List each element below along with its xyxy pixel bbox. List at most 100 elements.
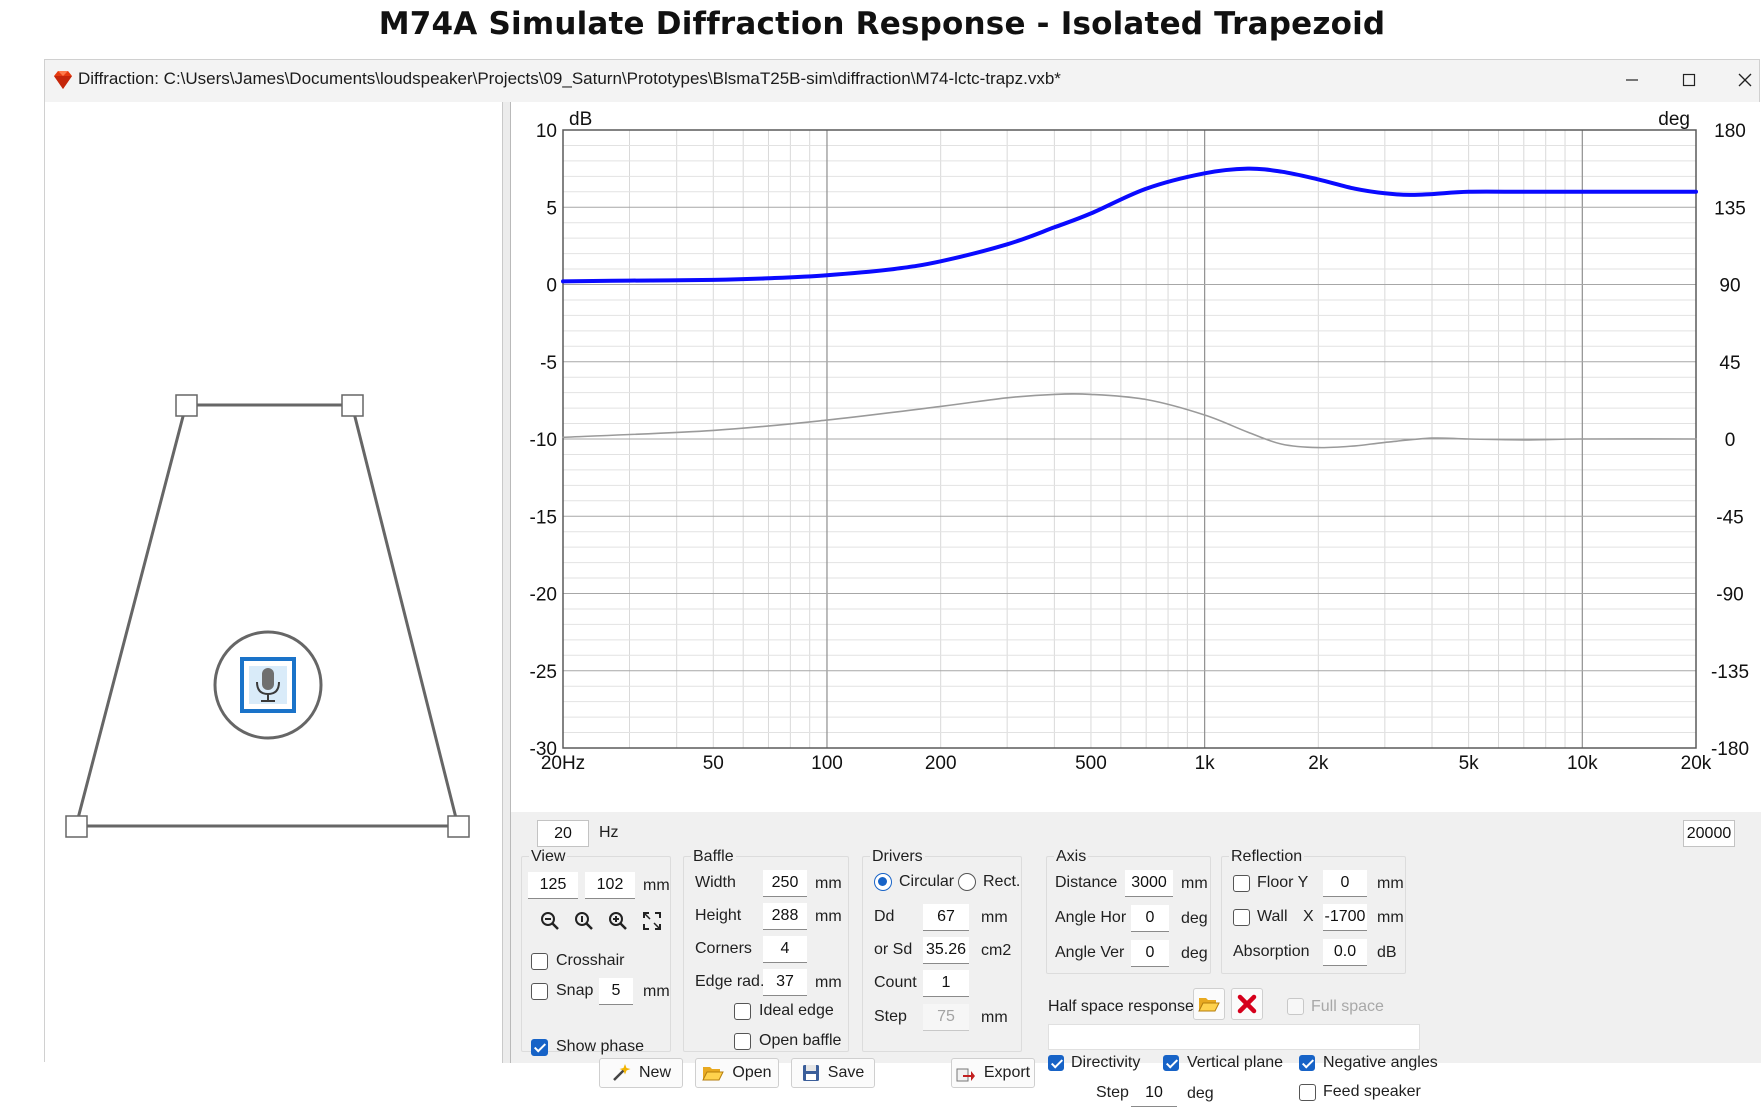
y2-tick-label: 135	[1714, 198, 1746, 219]
distance-input[interactable]	[1125, 870, 1173, 897]
angle-ver-input[interactable]	[1131, 940, 1169, 967]
y2-tick-label: -180	[1711, 739, 1749, 760]
angle-ver-label: Angle Ver	[1055, 944, 1125, 961]
view-group	[521, 856, 671, 1052]
zoom-in-button[interactable]	[605, 908, 631, 934]
x-tick-label: 50	[703, 753, 724, 774]
rect-label: Rect.	[983, 873, 1021, 890]
export-button-label: Export	[983, 1064, 1031, 1081]
zoom-out-button[interactable]	[537, 908, 563, 934]
full-space-checkbox[interactable]	[1287, 998, 1304, 1015]
y-tick-label: -10	[530, 430, 557, 451]
chart-svg[interactable]: 20Hz 50 100 200 500 1k 2k 5k 10k 20k1050-5-10-15-…	[511, 102, 1761, 812]
feed-speaker-checkbox[interactable]	[1299, 1084, 1316, 1101]
show-phase-checkbox[interactable]	[531, 1039, 548, 1056]
new-button[interactable]: New	[599, 1058, 683, 1088]
directivity-step-label: Step	[1096, 1084, 1129, 1101]
height-input[interactable]	[763, 903, 807, 930]
wall-checkbox[interactable]	[1233, 909, 1250, 926]
y-tick-label: 10	[536, 121, 557, 142]
floor-checkbox[interactable]	[1233, 875, 1250, 892]
reflection-group-title: Reflection	[1229, 848, 1305, 866]
driver-step-input[interactable]	[923, 1004, 969, 1031]
floppy-disk-icon	[802, 1065, 819, 1081]
vertical-plane-checkbox[interactable]	[1163, 1055, 1179, 1071]
x-tick-label: 100	[811, 753, 843, 774]
phase-series-line	[562, 393, 1697, 449]
view-y-input[interactable]	[585, 872, 635, 899]
height-label: Height	[695, 907, 742, 924]
save-button[interactable]: Save	[791, 1058, 875, 1088]
baffle-group	[683, 856, 849, 1052]
window-title: Diffraction: C:\Users\James\Documents\lo…	[78, 69, 1061, 88]
pane-splitter[interactable]	[503, 102, 511, 1063]
corner-handle-top-right[interactable]	[341, 394, 364, 417]
view-x-input[interactable]	[528, 872, 578, 899]
corners-input[interactable]	[763, 936, 807, 963]
minimize-button[interactable]	[1600, 60, 1664, 100]
open-button[interactable]: Open	[695, 1058, 779, 1088]
export-button[interactable]: Export	[951, 1058, 1035, 1088]
frequency-response-chart[interactable]: 20Hz 50 100 200 500 1k 2k 5k 10k 20k 10 5 0 -5 -10 -15-…	[511, 102, 1761, 812]
wall-unit: mm	[1377, 909, 1404, 926]
open-button-label: Open	[732, 1064, 772, 1081]
corner-handle-top-left[interactable]	[175, 394, 198, 417]
zoom-fit-button[interactable]	[571, 908, 597, 934]
directivity-step-input[interactable]	[1131, 1080, 1177, 1107]
width-input[interactable]	[763, 870, 807, 897]
open-baffle-checkbox[interactable]	[734, 1033, 751, 1050]
dd-input[interactable]	[923, 904, 969, 931]
half-space-delete-button[interactable]	[1231, 988, 1263, 1020]
drivers-group	[862, 856, 1022, 1052]
crosshair-checkbox[interactable]	[531, 953, 548, 970]
diffraction-window: Diffraction: C:\Users\James\Documents\lo…	[44, 59, 1761, 1107]
microphone-icon[interactable]	[240, 657, 296, 713]
maximize-icon	[1682, 73, 1696, 87]
title-bar[interactable]: Diffraction: C:\Users\James\Documents\lo…	[45, 60, 1759, 100]
x-tick-label: 500	[1075, 753, 1107, 774]
snap-label: Snap	[556, 982, 594, 999]
angle-hor-unit: deg	[1181, 910, 1208, 927]
fullscreen-button[interactable]	[639, 908, 665, 934]
corner-handle-bottom-left[interactable]	[65, 815, 88, 838]
rect-radio[interactable]	[958, 873, 976, 891]
floor-input[interactable]	[1323, 870, 1367, 897]
half-space-label: Half space response	[1048, 998, 1194, 1015]
absorption-input[interactable]	[1323, 939, 1367, 966]
freq-min-input[interactable]	[537, 820, 589, 847]
corner-handle-bottom-right[interactable]	[447, 815, 470, 838]
wall-input[interactable]	[1323, 904, 1367, 931]
half-space-open-button[interactable]	[1193, 988, 1225, 1020]
directivity-checkbox[interactable]	[1048, 1055, 1064, 1071]
distance-unit: mm	[1181, 875, 1208, 892]
count-input[interactable]	[923, 970, 969, 997]
y2-tick-label: 45	[1719, 353, 1740, 374]
snap-checkbox[interactable]	[531, 983, 548, 1000]
baffle-canvas[interactable]	[45, 102, 503, 1063]
zoom-out-icon	[541, 912, 559, 930]
snap-input[interactable]	[599, 978, 633, 1005]
angle-hor-input[interactable]	[1131, 905, 1169, 932]
ideal-edge-label: Ideal edge	[759, 1002, 834, 1019]
edge-radius-input[interactable]	[763, 969, 807, 996]
maximize-button[interactable]	[1657, 60, 1721, 100]
circular-label: Circular	[899, 873, 955, 890]
angle-ver-unit: deg	[1181, 945, 1208, 962]
circular-radio[interactable]	[874, 873, 892, 891]
half-space-file-input[interactable]	[1048, 1024, 1420, 1050]
sd-input[interactable]	[923, 937, 969, 964]
close-button[interactable]	[1713, 60, 1764, 100]
floor-unit: mm	[1377, 875, 1404, 892]
y-tick-label: -5	[540, 353, 557, 374]
freq-max-input[interactable]	[1683, 820, 1735, 847]
negative-angles-checkbox[interactable]	[1299, 1055, 1315, 1071]
baffle-drawing-pane[interactable]	[45, 102, 503, 1063]
save-button-label: Save	[827, 1064, 865, 1081]
dd-label: Dd	[874, 908, 895, 925]
y-tick-label: -30	[530, 739, 557, 760]
y2-tick-label: -90	[1716, 585, 1743, 606]
delete-x-icon	[1237, 994, 1257, 1014]
step-label: Step	[874, 1008, 907, 1025]
x-tick-label: 20k	[1681, 753, 1712, 774]
ideal-edge-checkbox[interactable]	[734, 1003, 751, 1020]
